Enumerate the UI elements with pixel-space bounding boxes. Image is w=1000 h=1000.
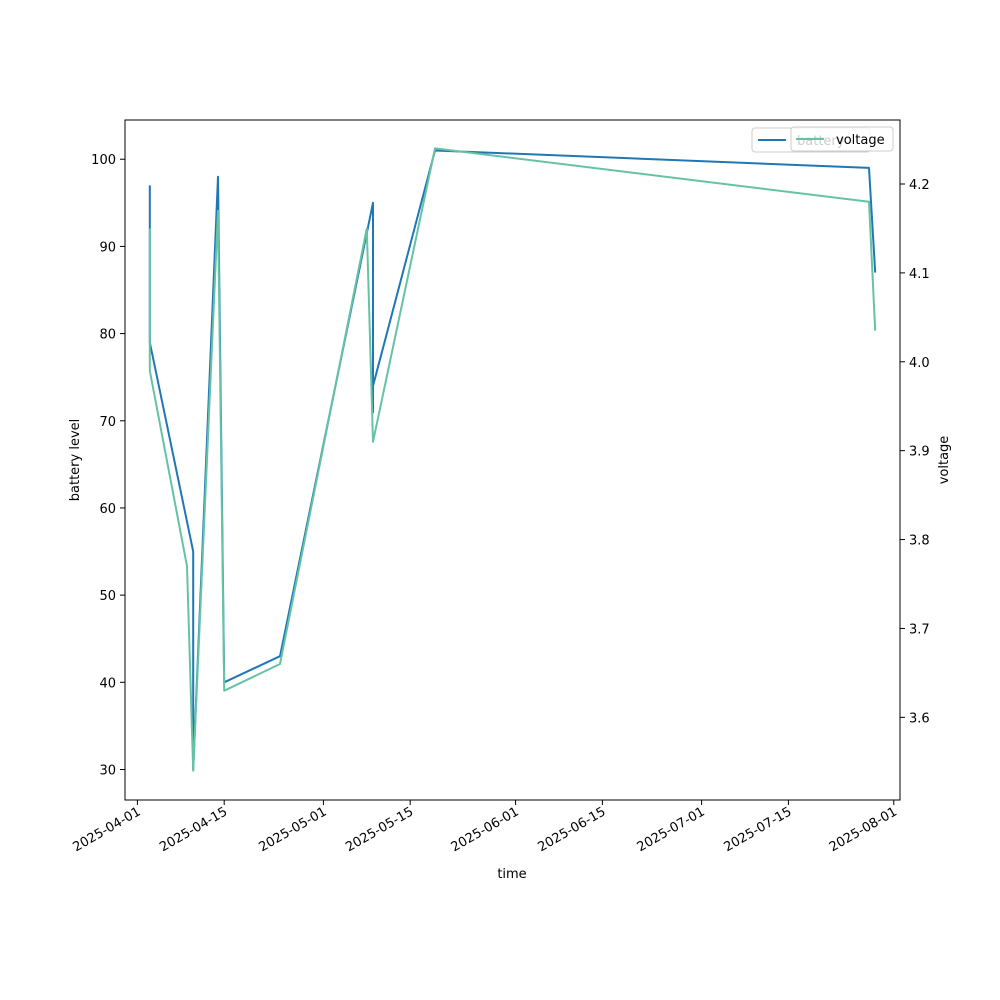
y-right-tick-label: 3.8 [909, 534, 930, 549]
x-tick-label: 2025-04-15 [157, 804, 230, 855]
plot-frame [124, 119, 901, 801]
y-axis-right: 3.6 3.7 3.8 3.9 4.0 4.1 4.2 [900, 178, 930, 726]
legend-voltage: voltage [790, 126, 894, 152]
y-left-tick-label: 100 [91, 153, 116, 168]
y-left-tick-label: 40 [99, 676, 116, 691]
y-left-tick-label: 70 [99, 415, 116, 430]
y-left-tick-label: 50 [99, 589, 116, 604]
y-left-tick-label: 80 [99, 328, 116, 343]
y-left-tick-label: 30 [99, 763, 116, 778]
x-tick-label: 2025-08-01 [827, 804, 900, 855]
x-tick-label: 2025-06-01 [449, 804, 522, 855]
y-right-tick-label: 4.2 [909, 178, 930, 193]
y-right-tick-label: 3.7 [909, 622, 930, 637]
y-right-tick-label: 4.0 [909, 356, 930, 371]
y-axis-left-label: battery level [68, 419, 83, 502]
y-left-tick-label: 60 [99, 502, 116, 517]
plot-area [125, 120, 900, 800]
x-tick-label: 2025-07-01 [635, 804, 708, 855]
y-axis-left: 30 40 50 60 70 80 90 100 [91, 153, 125, 778]
x-tick-label: 2025-07-15 [721, 804, 794, 855]
x-tick-label: 2025-05-15 [343, 804, 416, 855]
y-right-tick-label: 3.6 [909, 711, 930, 726]
legend-voltage-frame [790, 126, 894, 152]
x-tick-label: 2025-05-01 [256, 804, 329, 855]
legend-voltage-label: voltage [836, 133, 885, 148]
x-axis: 2025-04-01 2025-04-15 2025-05-01 2025-05-15… [70, 800, 900, 855]
y-right-tick-label: 4.1 [909, 267, 930, 282]
y-axis-right-label: voltage [937, 436, 952, 485]
y-left-tick-label: 90 [99, 240, 116, 255]
x-tick-label: 2025-04-01 [70, 804, 143, 855]
series-line-voltage [148, 147, 877, 772]
y-right-tick-label: 3.9 [909, 445, 930, 460]
x-axis-label: time [497, 867, 526, 882]
x-tick-label: 2025-06-15 [535, 804, 608, 855]
series-layer [148, 147, 877, 772]
